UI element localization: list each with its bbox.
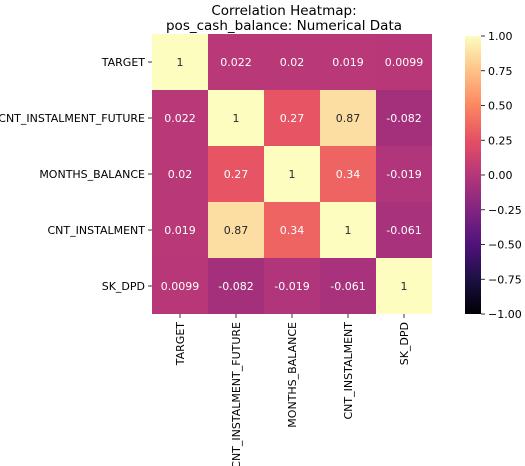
heatmap-cell (376, 34, 432, 90)
cell-value-label: 0.022 (164, 112, 196, 125)
row-tick-label: TARGET (101, 56, 146, 69)
heatmap-cell (208, 202, 264, 258)
cell-value-label: 0.34 (336, 168, 361, 181)
row-tick-label: SK_DPD (102, 280, 145, 293)
heatmap-cells: 1 0.022 0.02 0.019 0.0099 0.022 1 0.27 0.87 -0.08… (152, 34, 432, 314)
heatmap-cell (320, 34, 376, 90)
row-tick-label: CNT_INSTALMENT_FUTURE (0, 112, 145, 125)
column-tick-labels: TARGET CNT_INSTALMENT_FUTURE MONTHS_BALANC… (174, 314, 411, 466)
cell-value-label: 1 (401, 280, 408, 293)
cell-value-label: 1 (177, 56, 184, 69)
cell-value-label: 1 (345, 224, 352, 237)
heatmap-cell (208, 146, 264, 202)
heatmap-cell (152, 258, 208, 314)
colorbar (465, 36, 481, 314)
cell-value-label: 0.34 (280, 224, 305, 237)
column-tick-label: CNT_INSTALMENT_FUTURE (230, 322, 243, 466)
heatmap-cell (264, 258, 320, 314)
heatmap-cell (320, 202, 376, 258)
colorbar-ticks: 1.00 0.75 0.50 0.25 0.00 −0.25 −0.50 −0.75 −1.00 (481, 30, 522, 321)
colorbar-tick-label: 0.00 (488, 169, 513, 182)
colorbar-tick-label: −0.25 (488, 204, 522, 217)
cell-value-label: 0.27 (280, 112, 305, 125)
heatmap-cell (320, 146, 376, 202)
heatmap-cell (376, 202, 432, 258)
cell-value-label: 0.019 (332, 56, 364, 69)
heatmap-cell (320, 90, 376, 146)
cell-value-label: -0.082 (218, 280, 253, 293)
row-tick-label: CNT_INSTALMENT (48, 224, 146, 237)
colorbar-tick-label: −0.50 (488, 239, 522, 252)
cell-value-label: 0.02 (168, 168, 193, 181)
cell-value-label: 0.0099 (161, 280, 200, 293)
colorbar-tick-label: 1.00 (488, 30, 513, 43)
cell-value-label: 0.0099 (385, 56, 424, 69)
cell-value-label: 0.022 (220, 56, 252, 69)
chart-title-line-1: Correlation Heatmap: (211, 3, 356, 19)
heatmap-cell (152, 90, 208, 146)
row-tick-labels: TARGET CNT_INSTALMENT_FUTURE MONTHS_BALANC… (0, 56, 152, 293)
cell-value-label: -0.061 (330, 280, 365, 293)
column-tick-label: SK_DPD (398, 322, 411, 365)
heatmap-cell (376, 90, 432, 146)
chart-title-line-2: pos_cash_balance: Numerical Data (166, 18, 402, 34)
cell-value-label: -0.082 (386, 112, 421, 125)
cell-value-label: 0.87 (224, 224, 249, 237)
cell-value-label: 0.02 (280, 56, 305, 69)
heatmap-cell (264, 90, 320, 146)
column-tick-label: CNT_INSTALMENT (342, 322, 355, 420)
cell-value-label: 1 (289, 168, 296, 181)
heatmap-cell (208, 34, 264, 90)
heatmap-cell (264, 202, 320, 258)
colorbar-tick-label: 0.75 (488, 65, 513, 78)
heatmap-cell (376, 258, 432, 314)
colorbar-tick-label: −1.00 (488, 308, 522, 321)
cell-value-label: 0.87 (336, 112, 361, 125)
cell-value-label: -0.019 (274, 280, 309, 293)
heatmap-cell (264, 146, 320, 202)
cell-value-label: -0.019 (386, 168, 421, 181)
column-tick-label: TARGET (174, 322, 187, 367)
heatmap-cell (208, 90, 264, 146)
row-tick-label: MONTHS_BALANCE (39, 168, 145, 181)
cell-value-label: -0.061 (386, 224, 421, 237)
heatmap-cell (208, 258, 264, 314)
heatmap-cell (376, 146, 432, 202)
column-tick-label: MONTHS_BALANCE (286, 322, 299, 428)
colorbar-tick-label: 0.50 (488, 100, 513, 113)
heatmap-cell (320, 258, 376, 314)
cell-value-label: 0.019 (164, 224, 196, 237)
heatmap-cell (152, 34, 208, 90)
cell-value-label: 1 (233, 112, 240, 125)
colorbar-tick-label: −0.75 (488, 273, 522, 286)
heatmap-cell (152, 146, 208, 202)
colorbar-tick-label: 0.25 (488, 134, 513, 147)
heatmap-cell (264, 34, 320, 90)
heatmap-cell (152, 202, 208, 258)
cell-value-label: 0.27 (224, 168, 249, 181)
